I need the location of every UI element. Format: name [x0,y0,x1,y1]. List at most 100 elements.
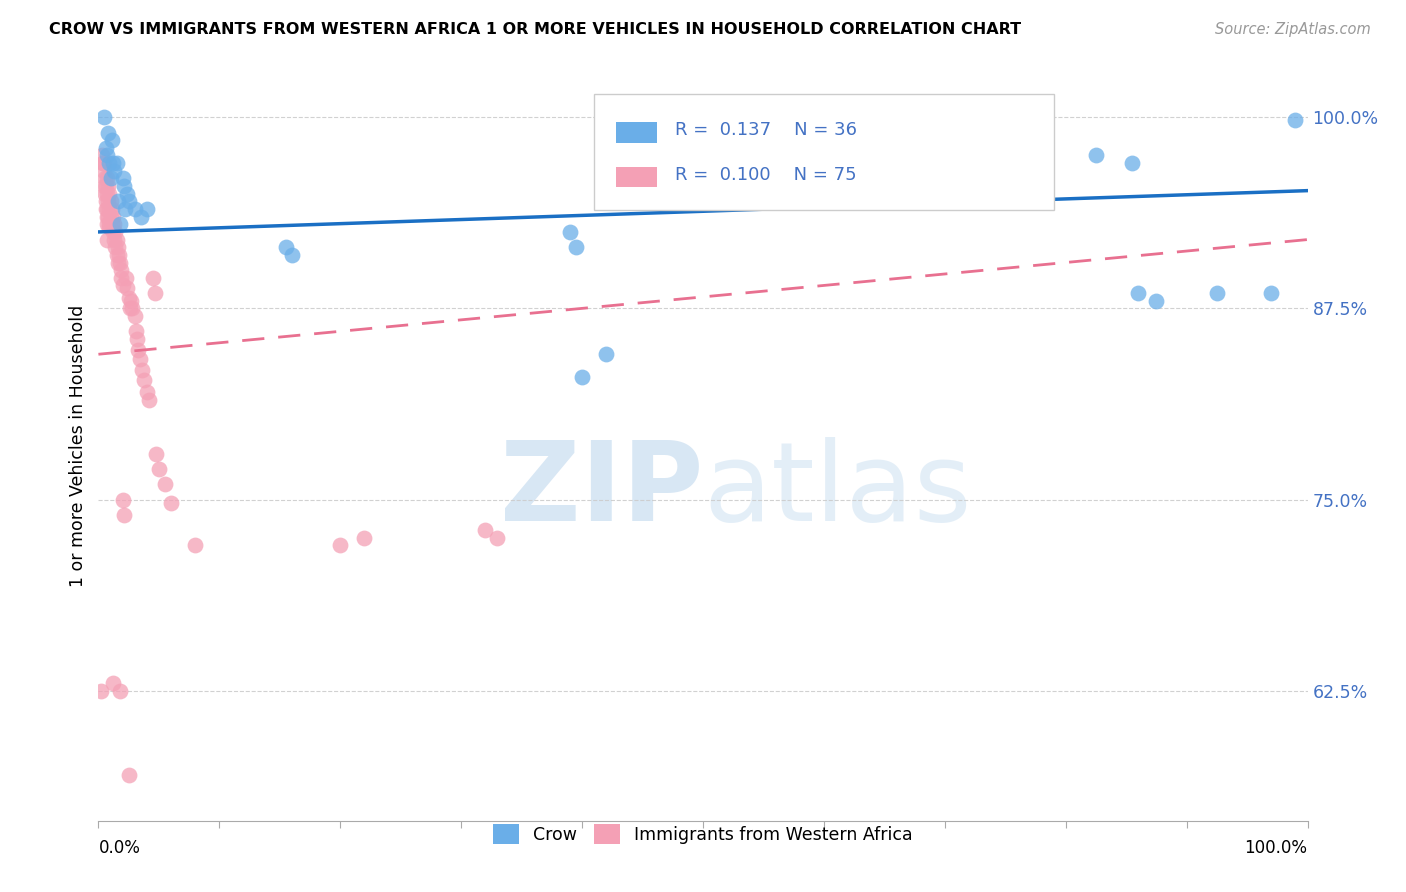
Point [118,291,141,305]
Point [124,202,146,216]
Point [128,351,150,366]
Point [111,492,134,507]
Point [112,179,135,194]
Point [93,110,115,124]
Point [98,217,121,231]
Point [1284,113,1306,128]
Point [96,186,118,201]
Point [111,171,134,186]
Point [93,163,115,178]
Point [1128,286,1150,301]
Point [100,194,122,209]
Bar [616,167,657,187]
Text: R =  0.137    N = 36: R = 0.137 N = 36 [675,120,856,139]
Point [558,225,581,239]
Point [120,293,142,308]
Point [94,186,117,201]
Point [97,220,120,235]
Point [104,240,127,254]
Point [1206,286,1229,301]
Point [94,141,117,155]
Point [105,248,128,262]
Point [103,217,125,231]
Point [108,248,131,262]
Point [96,217,118,231]
Text: 0.0%: 0.0% [98,839,141,857]
Point [103,163,125,178]
Point [145,447,167,461]
Point [153,477,176,491]
Point [131,362,153,376]
Point [97,210,120,224]
Point [1007,148,1029,162]
Point [101,156,124,170]
Text: Source: ZipAtlas.com: Source: ZipAtlas.com [1215,22,1371,37]
Point [96,233,118,247]
Point [108,217,131,231]
Point [94,194,117,209]
Point [112,508,135,522]
Text: atlas: atlas [703,437,972,544]
Point [127,343,149,357]
Point [96,148,118,162]
Point [486,531,509,545]
Point [1146,293,1168,308]
Point [571,370,593,384]
Point [135,202,157,216]
Point [96,202,118,216]
Point [148,462,170,476]
Point [121,301,143,316]
Point [107,194,129,209]
Point [117,186,139,201]
Point [118,768,141,782]
Text: 100.0%: 100.0% [1244,839,1308,857]
Point [100,217,122,231]
Point [595,347,617,361]
Point [138,393,160,408]
Point [105,233,128,247]
Point [93,156,115,170]
Point [93,179,115,194]
Point [108,255,131,269]
Point [1121,156,1143,170]
Point [111,278,134,293]
Point [127,332,149,346]
Point [110,263,132,277]
Point [94,171,117,186]
Point [474,523,496,537]
Text: R =  0.100    N = 75: R = 0.100 N = 75 [675,166,856,184]
Point [97,126,120,140]
Point [1260,286,1282,301]
Point [101,676,124,690]
Text: CROW VS IMMIGRANTS FROM WESTERN AFRICA 1 OR MORE VEHICLES IN HOUSEHOLD CORRELATI: CROW VS IMMIGRANTS FROM WESTERN AFRICA 1… [49,22,1021,37]
Point [98,202,121,216]
Point [910,163,932,178]
Point [101,225,124,239]
Text: ZIP: ZIP [499,437,703,544]
Point [97,194,120,209]
Point [98,186,121,201]
Point [329,538,352,552]
Point [274,240,297,254]
Point [135,385,157,400]
Point [108,683,131,698]
Point [96,202,118,216]
Point [110,270,132,285]
Y-axis label: 1 or more Vehicles in Household: 1 or more Vehicles in Household [69,305,87,587]
Point [98,156,121,170]
Point [160,495,183,509]
Point [118,194,141,209]
Point [91,156,114,170]
Point [565,240,588,254]
Point [96,210,118,224]
Point [97,179,120,194]
Point [281,248,304,262]
Bar [616,121,657,143]
Point [114,202,136,216]
Point [101,210,124,224]
Point [1085,148,1108,162]
Point [143,286,166,301]
Point [96,171,118,186]
Point [134,373,156,387]
Point [103,233,125,247]
